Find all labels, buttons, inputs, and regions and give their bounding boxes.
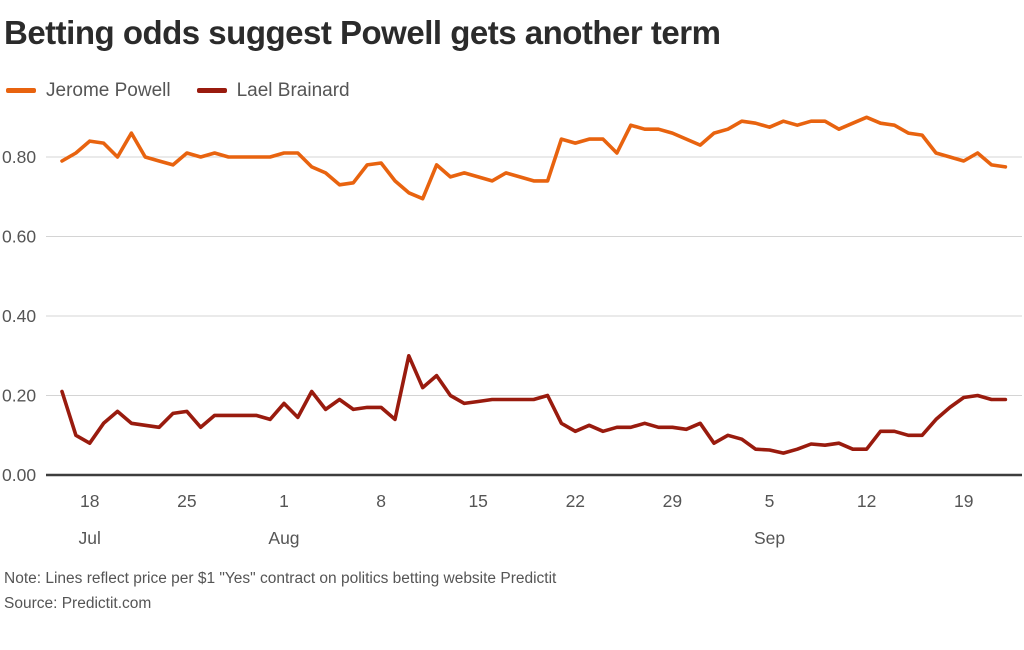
chart-area: 0.00 0.20 0.40 0.60 0.80 18 25 1 8 15 22 29 5 12 19 Jul… [0,108,1024,558]
x-axis-month-label: Aug [268,528,299,548]
legend-item-lael-brainard: Lael Brainard [196,79,350,102]
y-axis-tick-label: 0.80 [2,147,36,167]
x-axis-tick-label: 1 [279,491,289,511]
x-axis-tick-label: 22 [566,491,585,511]
page-title: Betting odds suggest Powell gets another… [4,14,721,51]
legend-label: Jerome Powell [46,79,171,101]
x-axis-tick-label: 5 [765,491,775,511]
x-axis-tick-label: 12 [857,491,876,511]
chart-note: Note: Lines reflect price per $1 "Yes" c… [4,569,557,587]
x-axis-tick-label: 25 [177,491,196,511]
x-axis-tick-label: 8 [376,491,386,511]
y-axis-tick-label: 0.40 [2,306,36,326]
x-axis-month-label: Sep [754,528,785,548]
powell-line-swatch-icon [6,88,36,94]
legend-item-jerome-powell: Jerome Powell [6,80,171,102]
brainard-line-swatch-icon [196,88,227,94]
x-axis-tick-label: 15 [468,491,487,511]
x-axis-month-label: Jul [79,528,101,548]
x-axis-tick-label: 18 [80,491,99,511]
y-axis-tick-label: 0.00 [2,465,36,485]
x-axis-tick-label: 19 [954,491,973,511]
series-line-lael-brainard [60,353,1008,455]
chart-source: Source: Predictit.com [4,594,152,612]
y-axis-tick-label: 0.60 [2,226,36,246]
y-axis-tick-label: 0.20 [2,385,36,405]
x-axis-tick-label: 29 [663,491,682,511]
series-line-jerome-powell [60,115,1008,201]
legend: Jerome Powell Lael Brainard [6,80,1024,102]
legend-label: Lael Brainard [236,79,350,101]
